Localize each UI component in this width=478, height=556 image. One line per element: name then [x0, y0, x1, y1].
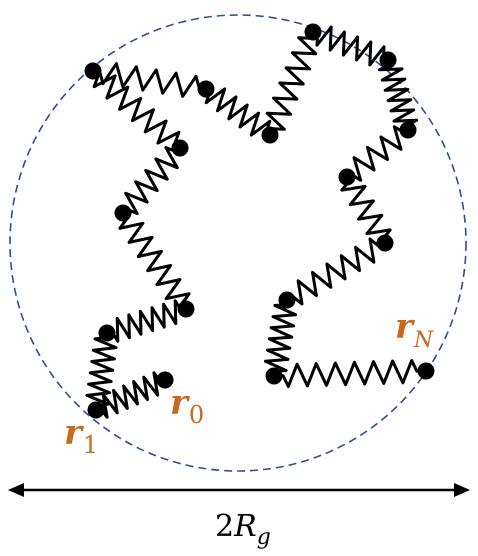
bead-r1: [87, 401, 105, 419]
bead: [84, 62, 102, 80]
spring-segment: [377, 59, 419, 131]
bead: [197, 80, 215, 98]
spring-segment: [95, 371, 166, 419]
bead: [98, 324, 116, 342]
rn-label: rN: [395, 307, 434, 353]
r0-label: r0: [170, 383, 205, 429]
spring-segment: [121, 146, 182, 215]
bead-r0: [156, 371, 174, 389]
chain-beads: [84, 23, 435, 419]
bead: [399, 121, 417, 139]
spring-segment: [346, 125, 409, 182]
bead: [379, 51, 397, 69]
bead: [338, 168, 356, 186]
spring-segment: [273, 359, 427, 388]
bead: [177, 300, 195, 318]
radius-of-gyration-circle: [9, 14, 467, 472]
spring-segment: [204, 87, 272, 137]
bead: [171, 139, 189, 157]
spring-segment: [265, 31, 318, 136]
bead: [278, 291, 296, 309]
spring-segment: [286, 237, 386, 306]
spring-segment: [263, 299, 298, 377]
spring-segment: [106, 299, 187, 343]
bead: [304, 23, 322, 41]
bead: [376, 234, 394, 252]
spring-segment: [85, 332, 118, 411]
spring-segment: [340, 176, 392, 244]
spring-segment: [118, 212, 191, 310]
spring-segment: [312, 25, 389, 67]
bead-rn: [417, 362, 435, 380]
diameter-label: 2Rg: [215, 509, 271, 550]
spring-segment: [92, 69, 181, 150]
chain-springs: [85, 25, 427, 419]
bead: [265, 367, 283, 385]
bead: [114, 204, 132, 222]
bead: [261, 126, 279, 144]
r1-label: r1: [64, 413, 99, 459]
spring-segment: [92, 62, 207, 98]
diameter-arrow: [8, 483, 470, 497]
